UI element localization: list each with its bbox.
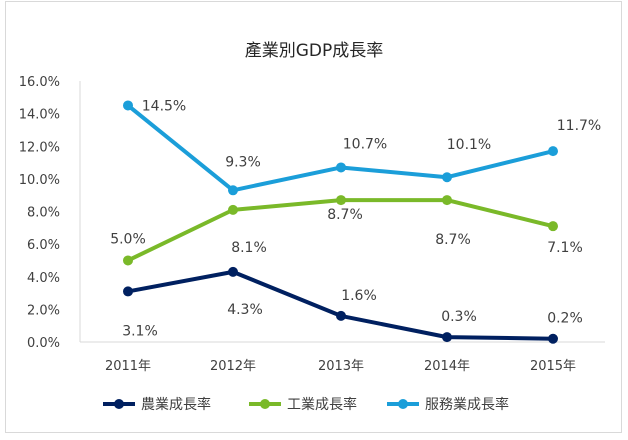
- data-point: [548, 333, 558, 344]
- data-point: [228, 266, 238, 277]
- data-point: [336, 310, 346, 321]
- x-tick-label: 2013年: [318, 359, 364, 374]
- y-tick-label: 12.0%: [19, 140, 60, 155]
- series-layer: [123, 100, 558, 344]
- data-label: 10.7%: [343, 136, 387, 152]
- y-tick-label: 10.0%: [19, 173, 60, 188]
- data-label: 4.3%: [227, 302, 263, 318]
- data-label: 8.1%: [231, 240, 267, 256]
- series-line-1: [127, 269, 554, 341]
- data-point: [123, 100, 133, 111]
- data-labels: 3.1% 4.3% 1.6% 0.3% 0.2% 5.0% 8.1% 8.7% 8.7% 7.1%…: [110, 98, 601, 339]
- data-label: 11.7%: [557, 118, 601, 134]
- data-point: [336, 162, 346, 173]
- chart-title: 產業別GDP成長率: [244, 41, 384, 61]
- data-label: 14.5%: [142, 98, 186, 114]
- data-label: 7.1%: [547, 240, 583, 256]
- data-label: 3.1%: [122, 323, 158, 339]
- legend-swatch-marker: [114, 399, 124, 409]
- data-point: [548, 221, 558, 232]
- data-label: 9.3%: [225, 154, 261, 170]
- data-label: 0.2%: [547, 311, 583, 327]
- data-label: 8.7%: [327, 207, 363, 223]
- legend-swatch-marker: [260, 399, 270, 409]
- legend-swatch-marker: [398, 399, 408, 409]
- x-tick-label: 2014年: [424, 359, 470, 374]
- data-label: 0.3%: [441, 309, 477, 325]
- x-tick-label: 2015年: [530, 359, 576, 374]
- y-tick-label: 4.0%: [27, 271, 60, 286]
- y-tick-label: 14.0%: [19, 108, 60, 123]
- legend: 農業成長率 工業成長率 服務業成長率: [103, 396, 509, 413]
- y-tick-label: 0.0%: [27, 336, 60, 351]
- y-tick-label: 2.0%: [27, 303, 60, 318]
- data-point: [123, 286, 133, 297]
- data-point: [123, 255, 133, 266]
- x-tick-label: 2011年: [105, 359, 151, 374]
- y-tick-label: 6.0%: [27, 238, 60, 253]
- y-tick-label: 16.0%: [19, 75, 60, 90]
- y-axis-ticks: 0.0% 2.0% 4.0% 6.0% 8.0% 10.0% 12.0% 14.0% 16.0%: [19, 75, 60, 351]
- data-point: [228, 204, 238, 215]
- data-point: [442, 195, 452, 206]
- legend-label: 農業成長率: [141, 396, 211, 413]
- legend-label: 工業成長率: [287, 396, 357, 413]
- chart-frame: [5, 1, 622, 433]
- data-point: [336, 195, 346, 206]
- legend-label: 服務業成長率: [425, 396, 509, 413]
- data-label: 10.1%: [447, 137, 491, 153]
- data-label: 1.6%: [341, 288, 377, 304]
- data-label: 5.0%: [110, 231, 146, 247]
- x-tick-label: 2012年: [210, 359, 256, 374]
- x-axis-ticks: 2011年 2012年 2013年 2014年 2015年: [105, 359, 576, 374]
- y-tick-label: 8.0%: [27, 206, 60, 221]
- data-label: 8.7%: [435, 232, 471, 248]
- data-point: [228, 185, 238, 196]
- data-point: [548, 146, 558, 157]
- data-point: [442, 172, 452, 183]
- data-point: [442, 332, 452, 343]
